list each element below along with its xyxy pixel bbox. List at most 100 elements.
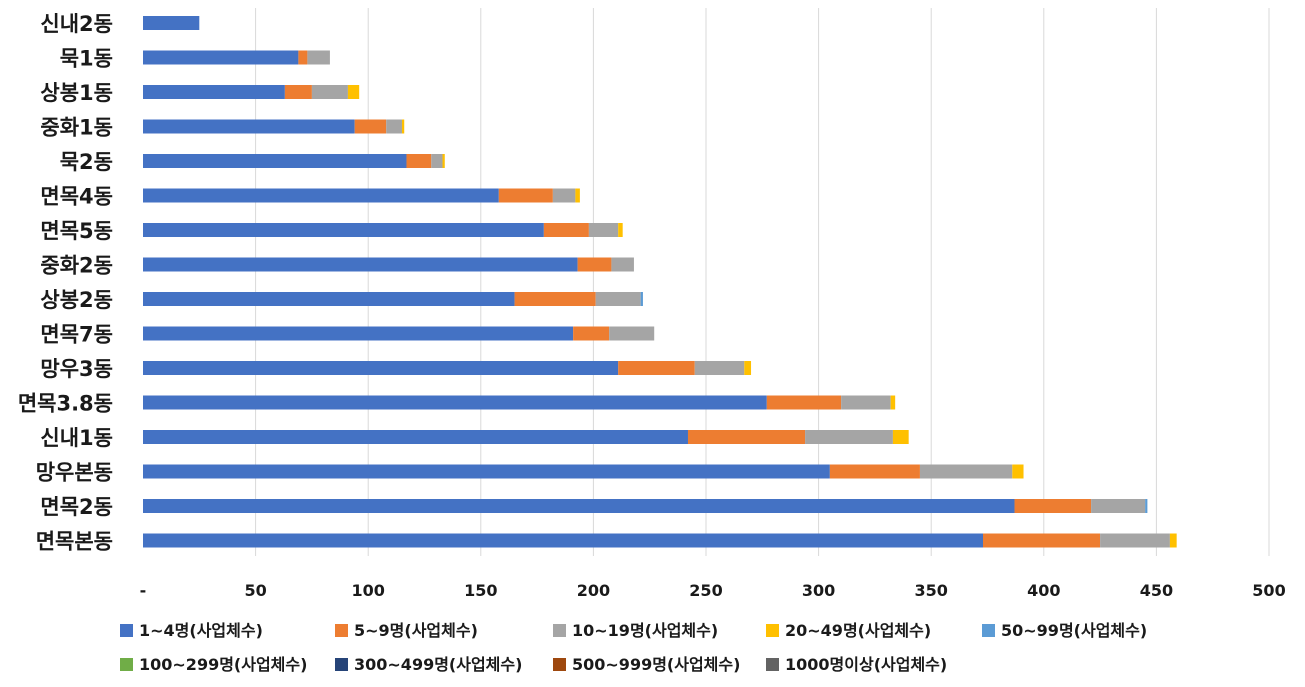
bar-segment xyxy=(1100,533,1170,548)
category-label: 면목4동 xyxy=(40,185,113,209)
bar-segment xyxy=(805,430,893,444)
x-tick-label: 500 xyxy=(1252,581,1285,600)
bar-segment xyxy=(143,50,299,65)
x-axis-ticks: - 50 100 150 200 250 300 350 400 450 500 xyxy=(140,581,1286,600)
bar-segment xyxy=(766,395,842,410)
x-tick-label: 350 xyxy=(914,581,947,600)
x-tick-label: - xyxy=(140,581,147,600)
bar-segment xyxy=(311,85,348,99)
bar-segment xyxy=(595,292,641,306)
bar-segment xyxy=(1012,464,1024,479)
bar-segment xyxy=(401,119,405,134)
bar-segment xyxy=(347,85,360,99)
bar-segment xyxy=(588,223,619,237)
bar-segment xyxy=(1169,533,1177,548)
category-label: 묵2동 xyxy=(60,150,113,174)
bar-segment xyxy=(514,292,596,306)
legend-swatch xyxy=(766,624,779,637)
bar-segment xyxy=(284,85,312,99)
bar-segment xyxy=(143,292,515,306)
bar-segment xyxy=(829,464,920,479)
category-label: 면목5동 xyxy=(40,219,113,243)
bar-segment xyxy=(618,223,623,237)
legend: 1~4명(사업체수) 5~9명(사업체수) 10~19명(사업체수) 20~49명(사… xyxy=(120,621,1147,674)
x-tick-label: 300 xyxy=(802,581,835,600)
bar-segment xyxy=(386,119,402,134)
legend-swatch xyxy=(120,658,133,671)
bars xyxy=(143,16,1177,548)
bar-segment xyxy=(143,533,983,548)
x-tick-label: 100 xyxy=(351,581,384,600)
category-label: 신내1동 xyxy=(40,426,113,450)
bar-segment xyxy=(143,223,544,237)
category-label: 신내2동 xyxy=(40,12,113,36)
bar-segment xyxy=(611,257,634,272)
bar-segment xyxy=(982,533,1101,548)
legend-label: 1000명이상(사업체수) xyxy=(785,655,947,674)
bar-segment xyxy=(694,361,745,375)
bar-segment xyxy=(143,257,578,272)
category-label: 면목7동 xyxy=(40,323,113,347)
bar-segment xyxy=(890,395,896,410)
bar-segment xyxy=(841,395,891,410)
legend-label: 1~4명(사업체수) xyxy=(139,621,263,640)
legend-label: 10~19명(사업체수) xyxy=(572,621,718,640)
bar-segment xyxy=(640,292,643,306)
bar-segment xyxy=(498,188,553,203)
category-label: 상봉1동 xyxy=(40,81,113,105)
x-tick-label: 50 xyxy=(244,581,266,600)
legend-swatch xyxy=(553,658,566,671)
x-tick-label: 150 xyxy=(464,581,497,600)
legend-label: 100~299명(사업체수) xyxy=(139,655,307,674)
legend-label: 300~499명(사업체수) xyxy=(354,655,522,674)
bar-segment xyxy=(143,326,574,341)
bar-segment xyxy=(1014,499,1092,513)
x-tick-label: 200 xyxy=(577,581,610,600)
bar-segment xyxy=(143,395,767,410)
bar-segment xyxy=(1091,499,1146,513)
bar-segment xyxy=(354,119,387,134)
bar-segment xyxy=(143,430,688,444)
category-label: 면목3.8동 xyxy=(18,392,113,416)
bar-segment xyxy=(431,154,443,168)
category-labels: 신내2동묵1동상봉1동중화1동묵2동면목4동면목5동중화2동상봉2동면목7동망우… xyxy=(18,12,113,554)
category-label: 면목본동 xyxy=(36,530,113,554)
category-label: 망우본동 xyxy=(36,461,113,485)
legend-swatch xyxy=(553,624,566,637)
bar-segment xyxy=(442,154,445,168)
bar-segment xyxy=(406,154,432,168)
bar-segment xyxy=(143,188,499,203)
bar-segment xyxy=(143,85,285,99)
category-label: 중화2동 xyxy=(40,254,113,278)
bar-segment xyxy=(543,223,589,237)
x-tick-label: 250 xyxy=(689,581,722,600)
legend-swatch xyxy=(982,624,995,637)
category-label: 묵1동 xyxy=(60,47,113,71)
legend-label: 500~999명(사업체수) xyxy=(572,655,740,674)
legend-label: 20~49명(사업체수) xyxy=(785,621,931,640)
gridlines xyxy=(255,8,1270,556)
legend-swatch xyxy=(335,658,348,671)
category-label: 상봉2동 xyxy=(40,288,113,312)
bar-segment xyxy=(298,50,308,65)
legend-label: 50~99명(사업체수) xyxy=(1001,621,1147,640)
bar-segment xyxy=(573,326,610,341)
bar-segment xyxy=(744,361,752,375)
bar-segment xyxy=(892,430,909,444)
bar-segment xyxy=(575,188,580,203)
bar-segment xyxy=(143,16,200,30)
bar-segment xyxy=(577,257,612,272)
bar-segment xyxy=(143,464,830,479)
bar-segment xyxy=(143,361,619,375)
legend-swatch xyxy=(120,624,133,637)
bar-segment xyxy=(552,188,576,203)
bar-segment xyxy=(1145,499,1148,513)
legend-swatch xyxy=(335,624,348,637)
category-label: 면목2동 xyxy=(40,495,113,519)
bar-segment xyxy=(143,119,355,134)
bar-segment xyxy=(618,361,695,375)
legend-swatch xyxy=(766,658,779,671)
category-label: 망우3동 xyxy=(40,357,113,381)
x-tick-label: 450 xyxy=(1140,581,1173,600)
